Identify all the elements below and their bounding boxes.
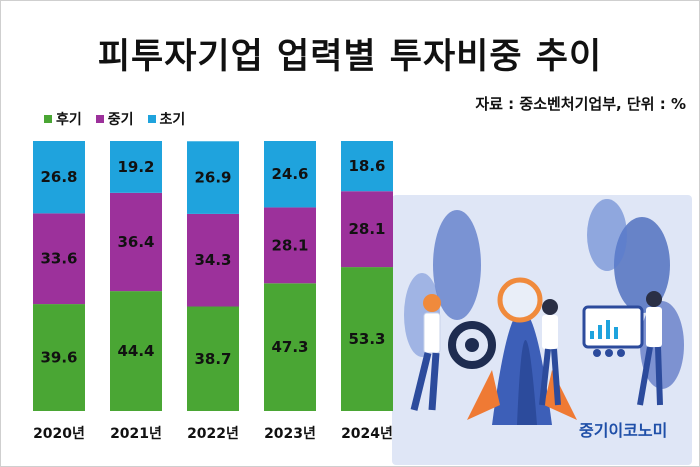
data-label-mid-3: 34.3: [194, 251, 231, 269]
x-tick-label-3: 2022년: [187, 426, 239, 442]
bar-segment-late-5: [341, 267, 393, 411]
bar-segment-mid-2: [110, 192, 162, 292]
data-label-late-2: 44.4: [117, 342, 154, 360]
legend-label-early: 초기: [159, 112, 186, 128]
data-label-late-3: 38.7: [194, 350, 231, 368]
bar-segment-early-1: [33, 141, 85, 214]
bar-segment-late-2: [110, 291, 162, 411]
source-note: 자료 : 중소벤처기업부, 단위 : %: [475, 95, 686, 113]
bar-segment-mid-4: [264, 207, 316, 284]
bar-segment-early-5: [341, 141, 393, 192]
bar-segment-late-1: [33, 304, 85, 411]
data-label-mid-1: 33.6: [40, 250, 77, 268]
data-label-mid-5: 28.1: [348, 220, 385, 238]
x-tick-label-4: 2023년: [264, 426, 316, 442]
x-tick-label-1: 2020년: [33, 426, 85, 442]
data-label-mid-4: 28.1: [271, 236, 308, 254]
bar-segment-mid-3: [187, 213, 239, 307]
legend-swatch-early: [147, 115, 156, 123]
brand-logo: 중기이코노미: [579, 421, 668, 440]
data-label-early-5: 18.6: [348, 157, 385, 175]
data-label-early-4: 24.6: [271, 165, 308, 183]
bar-segment-late-3: [187, 306, 239, 411]
data-label-late-1: 39.6: [40, 349, 77, 367]
bar-segment-early-4: [264, 141, 316, 208]
startup-rocket-illustration: [392, 195, 692, 465]
bar-segment-early-2: [110, 141, 162, 193]
data-label-early-3: 26.9: [194, 169, 231, 187]
data-label-early-2: 19.2: [117, 158, 154, 176]
bar-segment-late-4: [264, 283, 316, 411]
data-label-late-4: 47.3: [271, 338, 308, 356]
legend-swatch-mid: [95, 115, 104, 123]
legend-label-mid: 중기: [107, 112, 134, 128]
x-tick-label-2: 2021년: [110, 426, 162, 442]
legend-item-late: 후기: [44, 109, 82, 129]
bar-segment-mid-1: [33, 213, 85, 305]
legend-item-mid: 중기: [95, 109, 134, 129]
x-tick-label-5: 2024년: [341, 426, 393, 442]
chart-title: 피투자기업 업력별 투자비중 추이: [97, 37, 603, 77]
legend-label-late: 후기: [56, 112, 82, 128]
data-label-mid-2: 36.4: [117, 233, 154, 251]
data-label-late-5: 53.3: [348, 330, 385, 348]
legend-swatch-late: [44, 115, 52, 123]
legend-item-early: 초기: [147, 109, 186, 129]
legend: 후기 중기 초기: [44, 109, 185, 129]
data-label-early-1: 26.8: [40, 168, 77, 186]
bar-segment-early-3: [187, 141, 239, 214]
bar-segment-mid-5: [341, 191, 393, 268]
